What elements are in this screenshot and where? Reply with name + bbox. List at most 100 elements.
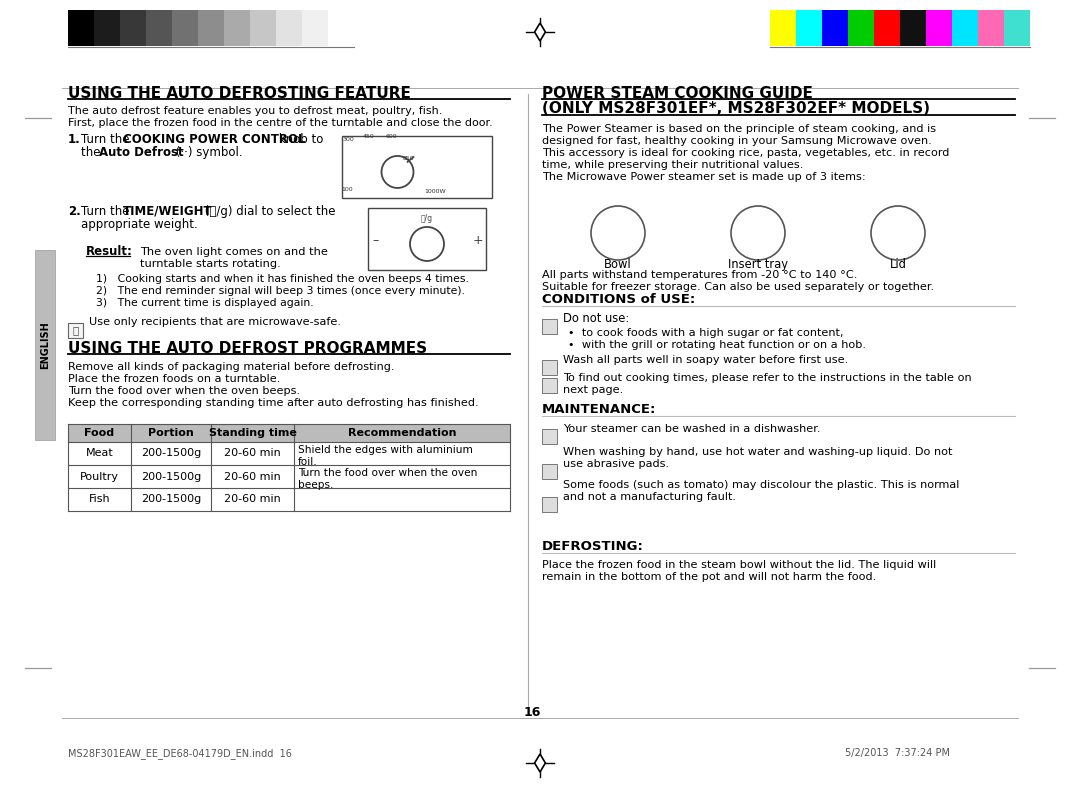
Text: •  with the grill or rotating heat function or on a hob.: • with the grill or rotating heat functi…	[568, 340, 866, 350]
Bar	[120, 10, 146, 46]
Text: Turn the: Turn the	[81, 205, 133, 218]
Text: Turn the: Turn the	[81, 133, 133, 146]
Polygon shape	[535, 754, 545, 772]
Text: COOKING POWER CONTROL: COOKING POWER CONTROL	[123, 133, 306, 146]
Text: 20-60 min: 20-60 min	[225, 494, 281, 505]
Text: ENGLISH: ENGLISH	[40, 321, 50, 369]
Text: The auto defrost feature enables you to defrost meat, poultry, fish.: The auto defrost feature enables you to …	[68, 106, 443, 116]
Text: All parts withstand temperatures from -20 °C to 140 °C.: All parts withstand temperatures from -2…	[542, 270, 858, 280]
Text: When washing by hand, use hot water and washing-up liquid. Do not
use abrasive p: When washing by hand, use hot water and …	[563, 447, 953, 469]
Text: This accessory is ideal for cooking rice, pasta, vegetables, etc. in record: This accessory is ideal for cooking rice…	[542, 148, 949, 158]
Text: MAINTENANCE:: MAINTENANCE:	[542, 403, 657, 416]
Text: the: the	[81, 146, 105, 159]
Text: Auto Defrost: Auto Defrost	[99, 146, 184, 159]
Polygon shape	[535, 23, 545, 41]
Text: Poultry: Poultry	[80, 471, 119, 482]
Text: The Microwave Power steamer set is made up of 3 items:: The Microwave Power steamer set is made …	[542, 172, 866, 182]
Text: –: –	[373, 234, 379, 247]
Bar	[542, 464, 557, 479]
Text: Result:: Result:	[86, 245, 133, 258]
Text: MS28F301EAW_EE_DE68-04179D_EN.indd  16: MS28F301EAW_EE_DE68-04179D_EN.indd 16	[68, 748, 292, 759]
Text: 16: 16	[524, 706, 541, 719]
Text: Meat: Meat	[85, 448, 113, 459]
Text: Turn the food over when the oven beeps.: Turn the food over when the oven beeps.	[68, 386, 300, 396]
Text: Food: Food	[84, 428, 114, 438]
Bar	[35, 250, 55, 440]
Text: Lid: Lid	[890, 258, 906, 271]
Bar	[146, 10, 172, 46]
Text: appropriate weight.: appropriate weight.	[81, 218, 198, 231]
Text: next page.: next page.	[563, 385, 623, 395]
Text: TIME/WEIGHT: TIME/WEIGHT	[123, 205, 213, 218]
Bar	[68, 10, 94, 46]
Text: Remove all kinds of packaging material before defrosting.: Remove all kinds of packaging material b…	[68, 362, 394, 372]
Bar	[542, 360, 557, 375]
Text: Portion: Portion	[148, 428, 194, 438]
Bar	[68, 424, 510, 442]
Text: 1)   Cooking starts and when it has finished the oven beeps 4 times.: 1) Cooking starts and when it has finish…	[96, 274, 469, 284]
Text: Suitable for freezer storage. Can also be used separately or together.: Suitable for freezer storage. Can also b…	[542, 282, 934, 292]
Text: Do not use:: Do not use:	[563, 312, 630, 325]
Text: turntable starts rotating.: turntable starts rotating.	[140, 259, 281, 269]
Text: To find out cooking times, please refer to the instructions in the table on: To find out cooking times, please refer …	[563, 373, 972, 383]
Text: Bowl: Bowl	[604, 258, 632, 271]
Bar	[276, 10, 302, 46]
Text: 850: 850	[402, 156, 414, 161]
Bar	[542, 497, 557, 512]
Bar	[848, 10, 874, 46]
Bar	[770, 10, 796, 46]
Bar	[94, 10, 120, 46]
Bar	[542, 378, 557, 393]
Bar	[796, 10, 822, 46]
Bar	[224, 10, 249, 46]
Text: DEFROSTING:: DEFROSTING:	[542, 540, 644, 553]
Text: Wash all parts well in soapy water before first use.: Wash all parts well in soapy water befor…	[563, 355, 848, 365]
Text: Fish: Fish	[89, 494, 110, 505]
Bar	[978, 10, 1004, 46]
Text: (··) symbol.: (··) symbol.	[172, 146, 243, 159]
Text: The Power Steamer is based on the principle of steam cooking, and is: The Power Steamer is based on the princi…	[542, 124, 936, 134]
Text: The oven light comes on and the: The oven light comes on and the	[140, 247, 328, 257]
Bar	[1004, 10, 1030, 46]
Bar	[342, 136, 492, 198]
Bar	[249, 10, 276, 46]
Text: 200-1500g: 200-1500g	[140, 494, 201, 505]
Text: 2)   The end reminder signal will beep 3 times (once every minute).: 2) The end reminder signal will beep 3 t…	[96, 286, 465, 296]
Text: ⓔ/g: ⓔ/g	[421, 214, 433, 223]
Text: designed for fast, healthy cooking in your Samsung Microwave oven.: designed for fast, healthy cooking in yo…	[542, 136, 932, 146]
Text: Keep the corresponding standing time after auto defrosting has finished.: Keep the corresponding standing time aft…	[68, 398, 478, 408]
Text: (ONLY MS28F301EF*, MS28F302EF* MODELS): (ONLY MS28F301EF*, MS28F302EF* MODELS)	[542, 101, 930, 116]
Text: 5/2/2013  7:37:24 PM: 5/2/2013 7:37:24 PM	[845, 748, 950, 758]
Text: time, while preserving their nutritional values.: time, while preserving their nutritional…	[542, 160, 804, 170]
Bar	[900, 10, 926, 46]
Text: Some foods (such as tomato) may discolour the plastic. This is normal
and not a : Some foods (such as tomato) may discolou…	[563, 481, 959, 502]
Text: 1.: 1.	[68, 133, 81, 146]
Text: 3)   The current time is displayed again.: 3) The current time is displayed again.	[96, 298, 313, 308]
Text: Place the frozen foods on a turntable.: Place the frozen foods on a turntable.	[68, 374, 281, 384]
Bar	[822, 10, 848, 46]
Text: 600: 600	[386, 134, 396, 139]
Text: 1000W: 1000W	[424, 189, 446, 194]
Text: 2.: 2.	[68, 205, 81, 218]
Text: 20-60 min: 20-60 min	[225, 448, 281, 459]
Text: (ⓔ/g) dial to select the: (ⓔ/g) dial to select the	[201, 205, 336, 218]
Bar	[198, 10, 224, 46]
Bar	[874, 10, 900, 46]
Text: Use only recipients that are microwave-safe.: Use only recipients that are microwave-s…	[89, 317, 341, 327]
Text: 300: 300	[342, 137, 354, 142]
Text: +: +	[473, 234, 484, 247]
Text: USING THE AUTO DEFROSTING FEATURE: USING THE AUTO DEFROSTING FEATURE	[68, 86, 410, 101]
Text: Standing time: Standing time	[208, 428, 296, 438]
Text: 450: 450	[363, 134, 375, 139]
Bar	[951, 10, 978, 46]
Text: First, place the frozen food in the centre of the turntable and close the door.: First, place the frozen food in the cent…	[68, 118, 492, 128]
Text: Your steamer can be washed in a dishwasher.: Your steamer can be washed in a dishwash…	[563, 424, 821, 434]
Text: Recommendation: Recommendation	[348, 428, 456, 438]
Text: 200-1500g: 200-1500g	[140, 448, 201, 459]
Text: Shield the edges with aluminium
foil.
Turn the food over when the oven
beeps.: Shield the edges with aluminium foil. Tu…	[298, 445, 477, 489]
Bar	[542, 429, 557, 444]
Bar	[172, 10, 198, 46]
Text: CONDITIONS of USE:: CONDITIONS of USE:	[542, 293, 696, 306]
Text: 200-1500g: 200-1500g	[140, 471, 201, 482]
Bar	[302, 10, 328, 46]
